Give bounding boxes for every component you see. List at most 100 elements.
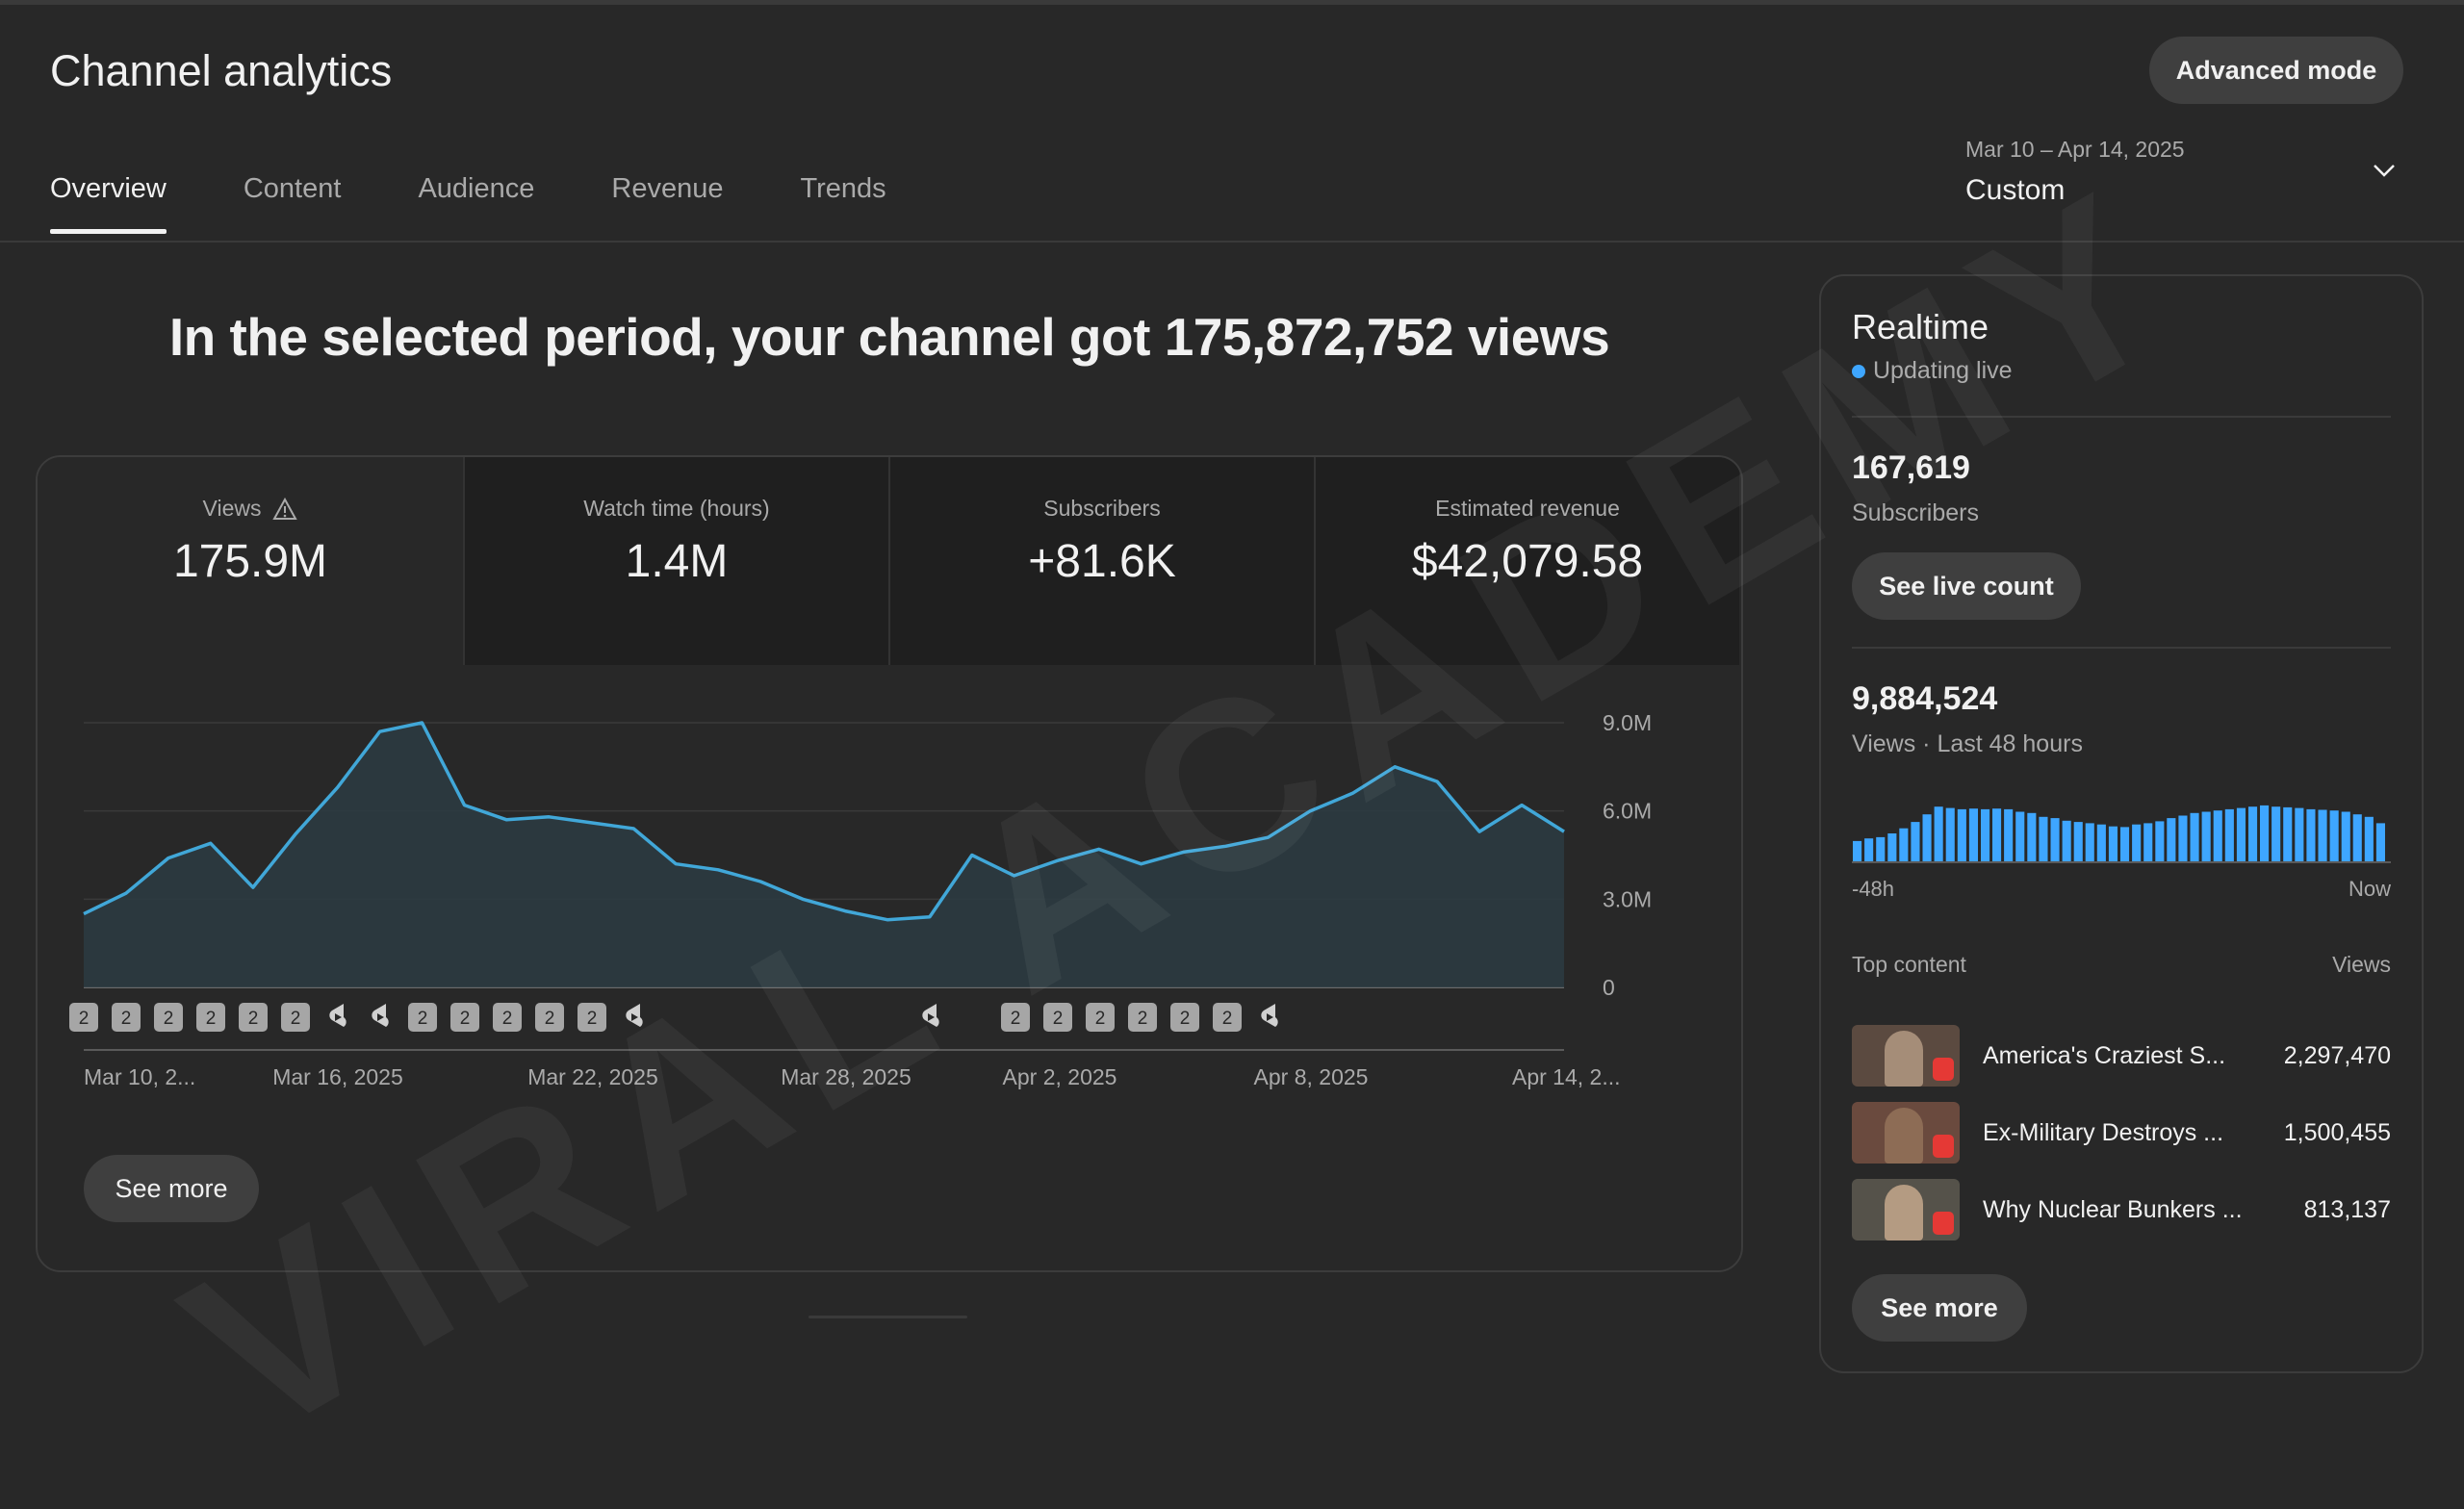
realtime-bar (1876, 836, 1886, 861)
tab-content[interactable]: Content (243, 173, 342, 204)
metric-views-value: 175.9M (172, 536, 328, 587)
advanced-mode-button[interactable]: Advanced mode (2149, 37, 2403, 104)
realtime-bar (1853, 840, 1862, 861)
top-content-item[interactable]: America's Craziest S... 2,297,470 (1852, 1017, 2391, 1094)
realtime-bar (1899, 828, 1909, 861)
realtime-subscribers-label: Subscribers (1852, 499, 1979, 526)
realtime-bar (2272, 806, 2281, 861)
y-tick-label: 6.0M (1603, 799, 1652, 824)
realtime-bar (2120, 827, 2130, 861)
metric-views-label: Views (202, 496, 262, 521)
realtime-views-bar-chart[interactable] (1852, 796, 2391, 865)
video-marker-count: 2 (502, 1009, 513, 1029)
realtime-bar (2260, 805, 2270, 861)
tab-revenue[interactable]: Revenue (611, 173, 724, 204)
video-marker-count: 2 (291, 1009, 301, 1029)
see-more-button[interactable]: See more (84, 1155, 259, 1222)
video-marker-icon (112, 1003, 141, 1032)
bar-end-label: Now (2348, 877, 2391, 901)
realtime-bar (2108, 826, 2118, 861)
metric-subscribers[interactable]: Subscribers +81.6K (888, 457, 1314, 665)
date-range-text: Mar 10 – Apr 14, 2025 (1965, 137, 2185, 162)
tab-trends[interactable]: Trends (800, 173, 886, 204)
realtime-bar (1957, 808, 1966, 861)
shorts-marker-icon (329, 1004, 346, 1027)
top-content-item[interactable]: Why Nuclear Bunkers ... 813,137 (1852, 1171, 2391, 1248)
video-title: Ex-Military Destroys ... (1983, 1118, 2224, 1146)
realtime-bar (1945, 807, 1955, 861)
realtime-bar (2015, 811, 2025, 861)
realtime-see-more-button[interactable]: See more (1852, 1274, 2027, 1342)
video-marker-icon (450, 1003, 479, 1032)
metric-views[interactable]: Views 175.9M (38, 457, 463, 665)
video-marker-count: 2 (1011, 1009, 1021, 1029)
video-views: 1,500,455 (2283, 1118, 2391, 1146)
realtime-bar (2190, 812, 2199, 861)
shorts-marker-icon (922, 1004, 939, 1027)
realtime-bar (2143, 823, 2153, 861)
see-live-count-button[interactable]: See live count (1852, 552, 2081, 620)
video-marker-count: 2 (1053, 1009, 1064, 1029)
video-marker-count: 2 (1138, 1009, 1148, 1029)
views-headline: In the selected period, your channel got… (168, 307, 1610, 367)
video-title: America's Craziest S... (1983, 1041, 2226, 1069)
video-marker-count: 2 (587, 1009, 598, 1029)
top-content-item[interactable]: Ex-Military Destroys ... 1,500,455 (1852, 1094, 2391, 1171)
tab-overview[interactable]: Overview (50, 173, 167, 234)
video-marker-icon (1128, 1003, 1157, 1032)
video-marker-icon (239, 1003, 268, 1032)
realtime-title: Realtime (1852, 307, 1989, 346)
realtime-bar (2236, 807, 2246, 861)
realtime-bar (1911, 822, 1920, 861)
video-marker-icon (535, 1003, 564, 1032)
realtime-bar (1887, 833, 1897, 861)
views-area-fill (84, 723, 1564, 987)
top-content-views-label: Views (2332, 952, 2391, 977)
metric-watch-time[interactable]: Watch time (hours) 1.4M (463, 457, 888, 665)
video-marker-icon (196, 1003, 225, 1032)
video-marker-icon (1043, 1003, 1072, 1032)
metric-subscribers-label: Subscribers (1043, 496, 1161, 521)
x-tick-label: Mar 28, 2025 (781, 1064, 911, 1089)
realtime-bar (1968, 808, 1978, 861)
realtime-bar (2062, 820, 2071, 861)
shorts-marker-icon (626, 1004, 643, 1027)
realtime-bar (2178, 815, 2188, 861)
realtime-views-value: 9,884,524 (1852, 680, 1998, 717)
video-marker-count: 2 (1095, 1009, 1106, 1029)
shorts-icon (1933, 1212, 1954, 1235)
shorts-icon (1933, 1135, 1954, 1158)
realtime-bar (2364, 816, 2374, 861)
video-marker-count: 2 (1222, 1009, 1233, 1029)
tabs-divider (0, 241, 2464, 243)
views-chart[interactable]: 9.0M 6.0M 3.0M 0 2 2 2 2 2 2 2 2 2 2 2 2 2 2 2 2 2 Mar 10, 2.… (38, 665, 1741, 1117)
video-views: 2,297,470 (2283, 1041, 2391, 1069)
video-marker-count: 2 (460, 1009, 471, 1029)
video-views: 813,137 (2303, 1195, 2391, 1223)
y-tick-label: 9.0M (1603, 710, 1652, 735)
video-marker-icon (408, 1003, 437, 1032)
realtime-subscribers-value: 167,619 (1852, 449, 1970, 486)
video-marker-count: 2 (206, 1009, 217, 1029)
realtime-bar (2318, 809, 2327, 861)
realtime-bar (2352, 814, 2362, 861)
metric-watch-time-value: 1.4M (625, 536, 729, 587)
video-thumbnail (1852, 1179, 1960, 1240)
video-marker-icon (493, 1003, 522, 1032)
metric-revenue[interactable]: Estimated revenue $42,079.58 (1314, 457, 1739, 665)
tab-bar: Overview Content Audience Revenue Trends (50, 173, 963, 234)
scroll-indicator (808, 1316, 967, 1318)
top-content-list: America's Craziest S... 2,297,470 Ex-Mil… (1852, 1017, 2391, 1248)
realtime-bar (2085, 823, 2094, 861)
shorts-marker-icon (372, 1004, 389, 1027)
realtime-bar (2375, 823, 2385, 861)
realtime-bar (1934, 806, 1943, 861)
tab-audience[interactable]: Audience (418, 173, 535, 204)
warning-icon (272, 497, 298, 520)
date-range-picker[interactable]: Mar 10 – Apr 14, 2025 Custom (1965, 137, 2399, 214)
bar-start-label: -48h (1852, 877, 1895, 901)
y-tick-label: 3.0M (1603, 886, 1652, 911)
shorts-marker-icon (1261, 1004, 1278, 1027)
x-tick-label: Apr 14, 2... (1512, 1064, 1621, 1089)
realtime-bar (2039, 816, 2048, 861)
